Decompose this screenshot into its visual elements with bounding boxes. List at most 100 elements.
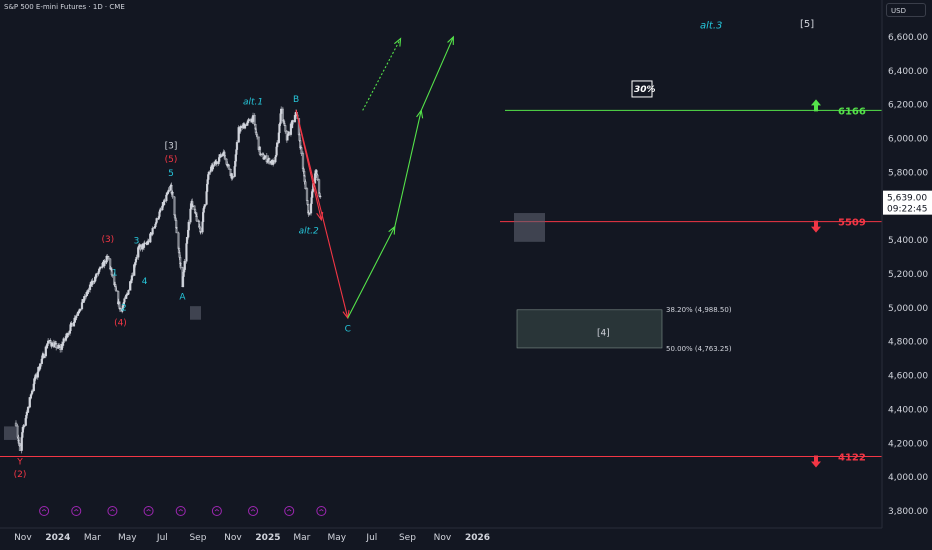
candle-body — [26, 407, 30, 413]
candle — [159, 207, 162, 213]
candle — [135, 254, 138, 262]
candle — [83, 293, 86, 303]
candle — [308, 212, 311, 216]
candle — [183, 258, 186, 270]
candle-body — [223, 155, 227, 160]
arrow-down-icon — [811, 220, 821, 233]
x-tick-label: Sep — [399, 533, 416, 543]
candle — [305, 187, 309, 201]
wave-label: (5) — [165, 155, 178, 165]
candle-body — [286, 135, 289, 141]
y-tick-label: 6,000.00 — [888, 135, 928, 145]
candle — [47, 338, 50, 344]
y-tick-label: 6,600.00 — [888, 33, 928, 43]
event-marker-glyph — [74, 509, 79, 512]
candle-body — [231, 176, 235, 178]
candle — [171, 190, 174, 199]
candle — [317, 178, 321, 194]
candle-body — [165, 194, 168, 202]
candle-body — [268, 158, 271, 164]
candle-body — [255, 134, 259, 138]
candle — [67, 331, 70, 337]
x-tick-label: Mar — [293, 533, 310, 543]
x-tick-label: Nov — [434, 533, 452, 543]
candle-body — [161, 205, 164, 211]
candle-body — [103, 260, 106, 267]
candle-body — [202, 208, 205, 213]
event-marker-glyph — [214, 509, 220, 512]
x-tick-label: 2025 — [255, 533, 280, 543]
candle-body — [308, 212, 311, 215]
countdown-label: 09:22:45 — [887, 205, 927, 215]
candle-body — [185, 243, 188, 262]
candle-body — [30, 390, 34, 394]
candle — [151, 226, 154, 236]
wave-label-4: [4] — [597, 328, 610, 338]
y-tick-label: 5,200.00 — [888, 270, 928, 280]
candle — [30, 389, 34, 396]
candle-body — [151, 228, 154, 235]
candle — [207, 170, 210, 177]
candle-body — [123, 298, 126, 303]
candle-body — [234, 161, 237, 167]
alt3-label: alt.3 — [700, 20, 722, 31]
candle-body — [179, 263, 182, 268]
wave-label: C — [345, 325, 351, 335]
wave-label: alt.1 — [243, 98, 263, 108]
currency-button[interactable]: USD — [886, 3, 926, 17]
probability-box — [631, 80, 653, 98]
candle-body — [127, 290, 130, 295]
red-short-line — [295, 110, 322, 220]
probability-label: 30% — [634, 85, 656, 95]
wave-label: A — [179, 292, 186, 302]
candle-body — [187, 221, 190, 231]
candle-body — [67, 333, 70, 335]
candle-body — [79, 308, 82, 311]
event-marker-glyph — [146, 509, 151, 512]
event-marker-icon — [211, 506, 222, 516]
candle-body — [219, 155, 222, 158]
wave-label: Y — [16, 458, 23, 468]
candle-body — [276, 142, 279, 148]
wave-label: (4) — [114, 319, 127, 329]
wave-label: 2 — [121, 303, 127, 313]
candle — [243, 123, 247, 130]
event-marker-icon — [316, 506, 327, 516]
wave-label: 1 — [112, 269, 118, 279]
candle — [87, 287, 90, 295]
y-tick-label: 4,800.00 — [888, 338, 928, 348]
candle-body — [211, 165, 214, 170]
red-short-arrow-head — [316, 211, 324, 222]
candle — [195, 213, 198, 223]
candle-body — [46, 343, 49, 346]
y-tick-label: 5,800.00 — [888, 168, 928, 178]
event-marker-glyph — [250, 509, 256, 512]
candle — [79, 308, 82, 312]
candle-body — [319, 195, 322, 198]
candle — [233, 165, 236, 178]
candle-body — [233, 166, 236, 177]
wave-label: 4 — [142, 277, 148, 287]
candle — [185, 240, 188, 264]
candle — [55, 341, 58, 351]
candle-body — [195, 216, 198, 222]
candle — [205, 190, 208, 206]
candle — [268, 157, 271, 165]
candle-body — [163, 200, 166, 202]
x-tick-label: May — [118, 533, 137, 543]
x-tick-label: 2026 — [465, 533, 490, 543]
candle-body — [205, 191, 208, 205]
green-arrow-head — [447, 35, 454, 45]
candle — [173, 196, 176, 217]
candle-body — [135, 257, 138, 260]
candle — [234, 161, 237, 167]
candle-body — [284, 125, 287, 132]
candle-body — [277, 132, 280, 143]
candle — [75, 313, 78, 321]
candle — [284, 125, 287, 134]
candle-body — [304, 181, 307, 189]
candle-body — [181, 276, 185, 288]
